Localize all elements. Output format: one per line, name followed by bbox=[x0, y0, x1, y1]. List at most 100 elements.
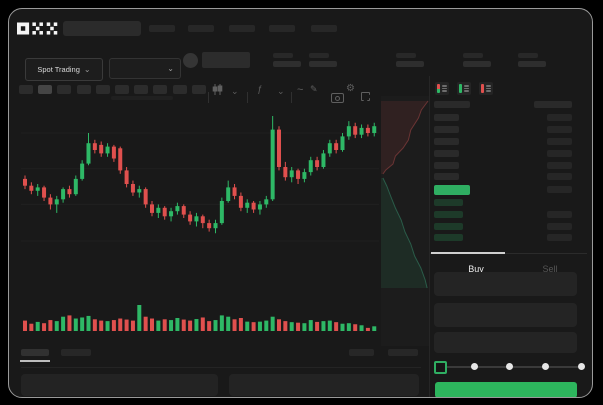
ask-amount-placeholder bbox=[547, 150, 572, 157]
ask-price-placeholder[interactable] bbox=[434, 126, 459, 133]
stat-label-placeholder bbox=[518, 53, 538, 58]
bid-amount-placeholder bbox=[547, 234, 572, 241]
ask-price-placeholder[interactable] bbox=[434, 138, 459, 145]
ask-price-placeholder[interactable] bbox=[434, 150, 459, 157]
orderbook-header-left bbox=[434, 101, 470, 108]
stat-value-placeholder bbox=[309, 61, 337, 67]
timeframe-button[interactable] bbox=[134, 85, 149, 94]
stat-value-placeholder bbox=[273, 61, 301, 67]
draw-pencil-icon[interactable]: ✎ bbox=[310, 84, 318, 94]
chevron-down-icon[interactable]: ⌄ bbox=[231, 86, 239, 96]
last-price-bar[interactable] bbox=[434, 185, 470, 195]
ask-amount-placeholder bbox=[547, 173, 572, 180]
bid-price-placeholder[interactable] bbox=[434, 199, 463, 206]
okx-logo-icon bbox=[17, 22, 58, 35]
depth-chart bbox=[381, 100, 429, 289]
indicators-icon[interactable]: ƒ bbox=[257, 84, 263, 94]
stat-label-placeholder bbox=[396, 53, 416, 58]
active-tab-underline bbox=[431, 252, 505, 254]
ask-price-placeholder[interactable] bbox=[434, 173, 459, 180]
bottom-tab-underline bbox=[20, 360, 50, 362]
candlestick-chart[interactable] bbox=[21, 99, 379, 269]
market-type-dropdown[interactable]: Spot Trading ⌄ bbox=[25, 58, 103, 81]
trade-input-field[interactable] bbox=[434, 332, 577, 353]
slider-stop[interactable] bbox=[506, 363, 513, 370]
bid-amount-placeholder bbox=[547, 211, 572, 218]
stat-value-placeholder bbox=[518, 61, 546, 67]
orderbook-view-combined-book[interactable] bbox=[435, 82, 449, 95]
market-type-label: Spot Trading bbox=[37, 65, 80, 74]
stat-label-placeholder bbox=[463, 53, 483, 58]
ask-amount-placeholder bbox=[547, 138, 572, 145]
slider-stop[interactable] bbox=[542, 363, 549, 370]
line-style-icon[interactable]: ~ bbox=[297, 84, 304, 96]
pair-dropdown[interactable]: ⌄ bbox=[109, 58, 181, 79]
bottom-panel-placeholder[interactable] bbox=[21, 374, 218, 396]
settings-gear-icon[interactable]: ⚙ bbox=[346, 83, 355, 94]
slider-stop[interactable] bbox=[471, 363, 478, 370]
bid-amount-placeholder bbox=[547, 223, 572, 230]
orderbook-header-right bbox=[534, 101, 572, 108]
bid-price-placeholder[interactable] bbox=[434, 223, 463, 230]
chevron-down-icon: ⌄ bbox=[167, 63, 174, 73]
trade-input-field[interactable] bbox=[434, 303, 577, 327]
timeframe-button[interactable] bbox=[115, 85, 129, 94]
stat-value-placeholder bbox=[396, 61, 424, 67]
candle-type-icon[interactable] bbox=[212, 84, 223, 95]
timeframe-button[interactable] bbox=[76, 85, 91, 94]
timeframe-button[interactable] bbox=[172, 85, 187, 94]
ask-amount-placeholder bbox=[547, 126, 572, 133]
camera-icon[interactable] bbox=[331, 93, 344, 103]
timeframe-button[interactable] bbox=[38, 85, 53, 94]
bottom-action-placeholder[interactable] bbox=[349, 349, 374, 356]
nav-item-placeholder[interactable] bbox=[188, 25, 214, 32]
stat-label-placeholder bbox=[309, 53, 329, 58]
orderbook-view-bids-only[interactable] bbox=[457, 82, 471, 95]
stat-label-placeholder bbox=[273, 53, 293, 58]
bottom-action-placeholder[interactable] bbox=[388, 349, 418, 356]
depth-strip-bg bbox=[381, 96, 429, 346]
ask-price-placeholder[interactable] bbox=[434, 114, 459, 121]
ask-amount-placeholder bbox=[547, 162, 572, 169]
buy-submit-button[interactable] bbox=[435, 382, 577, 397]
toolbar-divider bbox=[208, 92, 209, 103]
amount-slider-handle[interactable] bbox=[434, 361, 447, 374]
timeframe-button[interactable] bbox=[95, 85, 110, 94]
orderbook-view-asks-only[interactable] bbox=[479, 82, 493, 95]
bottom-divider bbox=[21, 367, 421, 368]
slider-stop[interactable] bbox=[578, 363, 585, 370]
bottom-tab[interactable] bbox=[61, 349, 91, 356]
app-window: Spot Trading ⌄ ⌄ ⌄ ƒ ⌄ ~ ✎ ⚙ bbox=[8, 8, 593, 398]
chevron-down-icon[interactable]: ⌄ bbox=[277, 86, 285, 96]
nav-item-placeholder[interactable] bbox=[149, 25, 175, 32]
tab-sell[interactable]: Sell bbox=[542, 264, 558, 274]
panel-divider bbox=[429, 76, 430, 397]
trade-input-field[interactable] bbox=[434, 272, 577, 296]
chevron-down-icon: ⌄ bbox=[83, 64, 91, 74]
nav-item-placeholder[interactable] bbox=[311, 25, 337, 32]
bid-price-placeholder[interactable] bbox=[434, 234, 463, 241]
volume-chart[interactable] bbox=[21, 293, 379, 333]
nav-item-placeholder[interactable] bbox=[229, 25, 255, 32]
ask-price-placeholder[interactable] bbox=[434, 162, 459, 169]
timeframe-button[interactable] bbox=[19, 85, 33, 94]
coin-icon bbox=[183, 53, 198, 68]
ohlc-legend-placeholder bbox=[111, 96, 173, 100]
bottom-tab-active[interactable] bbox=[21, 349, 49, 356]
toolbar-divider bbox=[247, 92, 248, 103]
orderbook-cell bbox=[547, 186, 572, 193]
toolbar-divider bbox=[291, 92, 292, 103]
pair-title-placeholder bbox=[202, 52, 250, 68]
search-input[interactable] bbox=[63, 21, 141, 36]
nav-item-placeholder[interactable] bbox=[269, 25, 295, 32]
bid-price-placeholder[interactable] bbox=[434, 211, 463, 218]
stat-value-placeholder bbox=[463, 61, 491, 67]
tabs-divider bbox=[430, 253, 587, 254]
timeframe-button[interactable] bbox=[153, 85, 168, 94]
timeframe-button[interactable] bbox=[191, 85, 206, 94]
timeframe-button[interactable] bbox=[57, 85, 72, 94]
bottom-panel-placeholder[interactable] bbox=[229, 374, 419, 396]
ask-amount-placeholder bbox=[547, 114, 572, 121]
tab-buy[interactable]: Buy bbox=[468, 264, 484, 274]
